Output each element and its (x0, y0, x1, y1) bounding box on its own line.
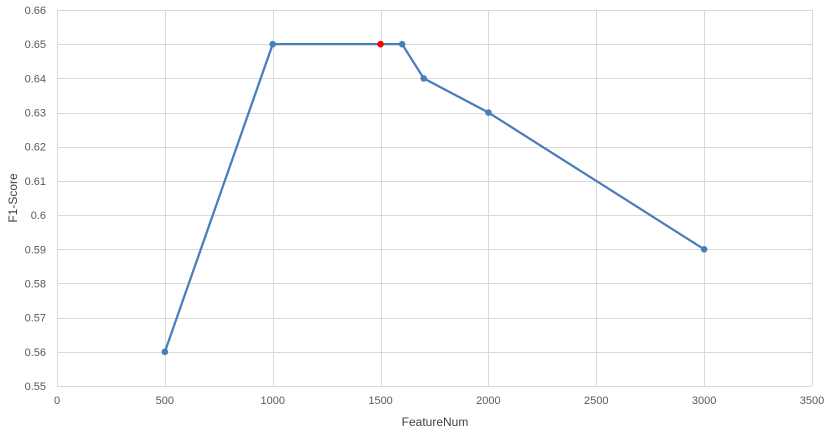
y-axis-tick-labels: 0.55 0.56 0.57 0.58 0.59 0.6 0.61 0.62 0.63 0.64 0… (25, 5, 46, 393)
y-tick-label: 0.59 (25, 244, 46, 256)
data-point (700, 245, 708, 253)
x-tick-label: 3000 (692, 395, 716, 407)
highlighted-data-point (377, 40, 384, 48)
y-axis-title: F1-Score (6, 173, 20, 223)
x-tick-label: 500 (156, 395, 174, 407)
x-axis-title: FeatureNum (402, 415, 469, 429)
series-line (163, 43, 706, 353)
vertical-gridlines (57, 10, 813, 386)
y-tick-label: 0.66 (25, 5, 46, 17)
x-axis-tick-labels: 0 500 1000 1500 2000 2500 3000 3500 (54, 395, 824, 407)
x-tick-label: 3500 (800, 395, 824, 407)
x-tick-label: 2500 (584, 395, 608, 407)
horizontal-gridlines (57, 10, 812, 387)
y-tick-label: 0.57 (25, 313, 46, 325)
data-point (269, 40, 277, 48)
data-point (420, 75, 428, 82)
x-tick-label: 0 (54, 395, 60, 407)
x-tick-label: 1000 (260, 395, 284, 407)
y-tick-label: 0.65 (25, 39, 46, 51)
y-tick-label: 0.62 (25, 142, 46, 154)
y-tick-label: 0.61 (25, 176, 46, 188)
series-layer (163, 43, 706, 353)
data-point (485, 109, 492, 116)
y-tick-label: 0.55 (25, 381, 46, 393)
y-tick-label: 0.6 (31, 210, 46, 222)
data-point (398, 40, 406, 48)
data-point (161, 348, 169, 356)
x-tick-label: 1500 (368, 395, 392, 407)
y-tick-label: 0.58 (25, 278, 46, 290)
y-tick-label: 0.56 (25, 347, 46, 359)
x-tick-label: 2000 (476, 395, 500, 407)
y-tick-label: 0.64 (25, 73, 46, 85)
y-tick-label: 0.63 (25, 108, 46, 120)
marker-layer (161, 40, 708, 356)
